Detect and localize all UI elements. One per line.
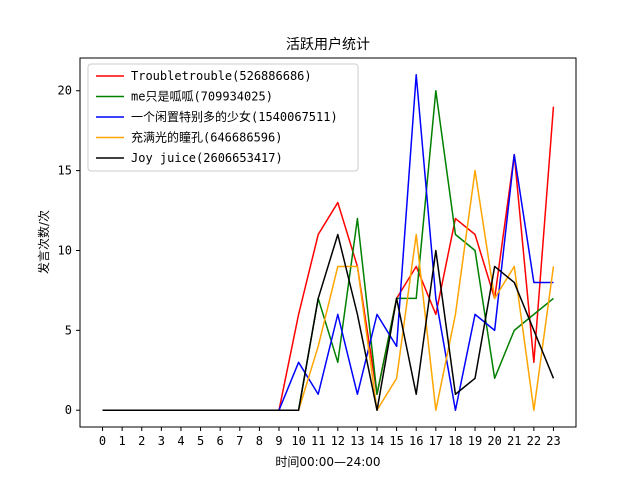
x-tick-label: 16	[409, 434, 423, 448]
x-tick-label: 11	[311, 434, 325, 448]
x-tick-label: 17	[429, 434, 443, 448]
x-tick-label: 6	[217, 434, 224, 448]
chart-title: 活跃用户统计	[286, 36, 370, 53]
x-tick-label: 20	[487, 434, 501, 448]
legend-label-2: me只是呱呱(709934025)	[131, 89, 273, 104]
y-tick-label: 20	[58, 84, 72, 98]
series-line-4	[102, 169, 555, 411]
x-tick-label: 4	[177, 434, 184, 448]
axes-frame	[79, 57, 577, 428]
y-axis: 0 5 10 15 20	[58, 84, 80, 417]
x-tick-label: 10	[291, 434, 305, 448]
x-tick-label: 22	[527, 434, 541, 448]
y-axis-label: 发言次数/次	[36, 210, 51, 274]
y-tick-label: 0	[65, 403, 72, 417]
legend: Troubletrouble(526886686) me只是呱呱(70993402…	[87, 63, 359, 172]
legend-label-5: Joy juice(2606653417)	[131, 151, 283, 165]
legend-label-1: Troubletrouble(526886686)	[131, 69, 312, 83]
x-tick-label: 12	[331, 434, 345, 448]
x-axis: 0 1 2 3 4 5 6 7 8 9 10 11 12 13 14 15 16 17 18 19 20 21 22 23	[99, 427, 561, 448]
x-tick-label: 21	[507, 434, 521, 448]
series-line-5	[102, 233, 555, 411]
x-axis-label: 时间00:00—24:00	[275, 455, 380, 469]
plot-area	[102, 74, 555, 411]
x-tick-label: 23	[546, 434, 560, 448]
legend-label-4: 充满光的瞳孔(646686596)	[131, 130, 282, 145]
x-tick-label: 2	[138, 434, 145, 448]
x-tick-label: 15	[389, 434, 403, 448]
legend-box	[87, 63, 359, 172]
x-tick-label: 1	[119, 434, 126, 448]
x-tick-label: 7	[236, 434, 243, 448]
y-tick-label: 5	[65, 323, 72, 337]
x-tick-label: 0	[99, 434, 106, 448]
x-tick-label: 3	[158, 434, 165, 448]
x-tick-label: 19	[468, 434, 482, 448]
y-tick-label: 15	[58, 164, 72, 178]
y-tick-label: 10	[58, 243, 72, 257]
x-tick-label: 8	[256, 434, 263, 448]
x-tick-label: 5	[197, 434, 204, 448]
x-tick-label: 14	[370, 434, 384, 448]
x-tick-label: 13	[350, 434, 364, 448]
x-tick-label: 18	[448, 434, 462, 448]
legend-label-3: 一个闲置特别多的少女(1540067511)	[131, 109, 338, 124]
x-tick-label: 9	[275, 434, 282, 448]
